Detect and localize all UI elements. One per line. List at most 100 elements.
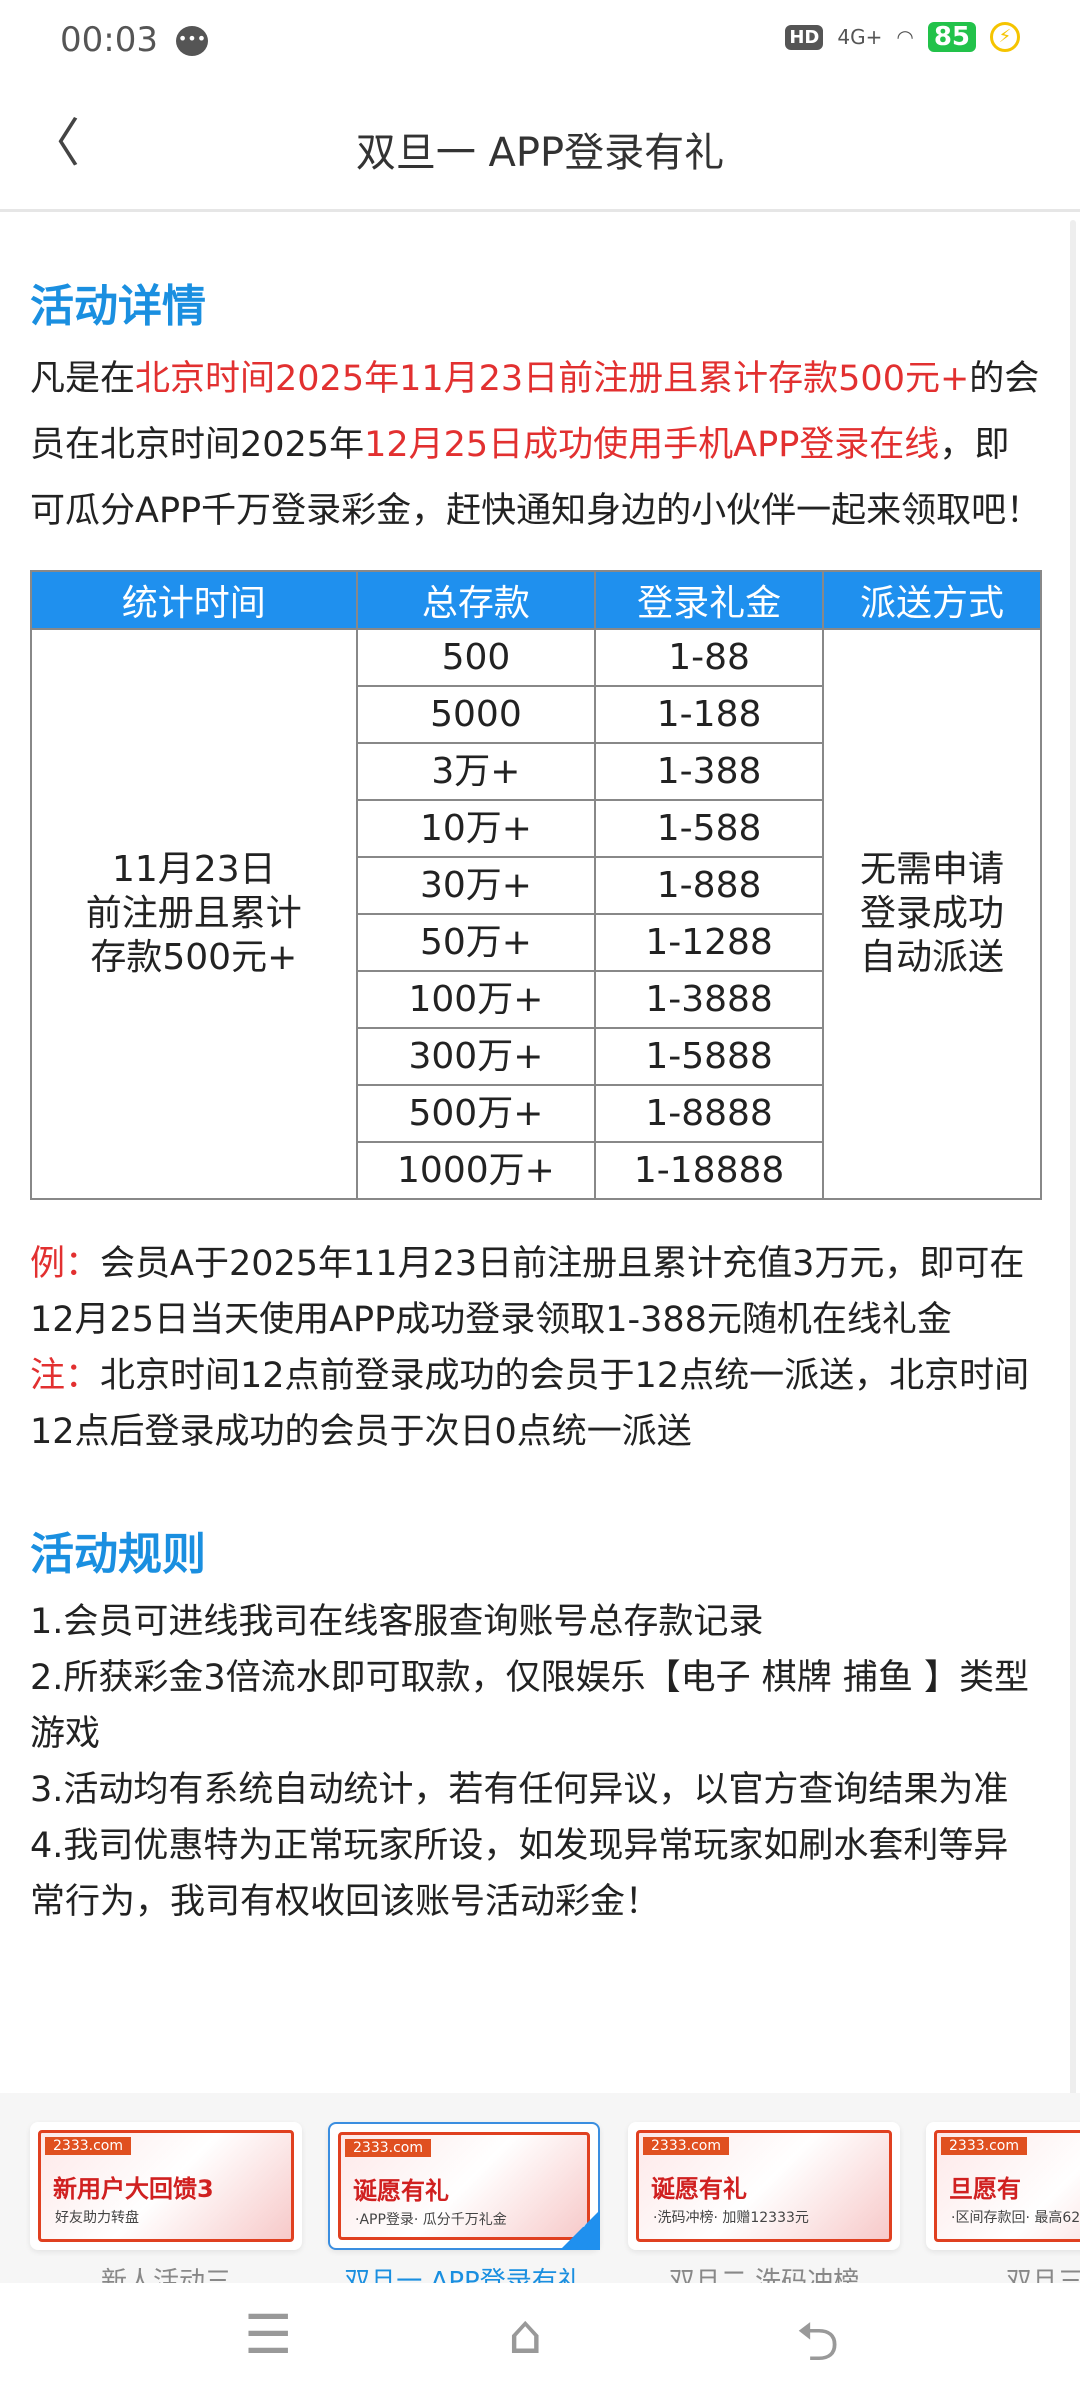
rule-item: 3.活动均有系统自动统计，若有任何异议，以官方查询结果为准 xyxy=(30,1770,1009,1810)
page-title: 双旦一 APP登录有礼 xyxy=(355,130,725,176)
banner-subtitle: ·APP登录· 瓜分千万礼金 xyxy=(355,2212,507,2228)
bonus-cell: 1-888 xyxy=(594,856,824,915)
back-icon[interactable]: 〈 xyxy=(28,114,81,174)
banner-subtitle: ·洗码冲榜· 加赠12333元 xyxy=(653,2210,809,2226)
table-row: 5000 1-188 xyxy=(31,685,1041,744)
bonus-table: 统计时间 总存款 登录礼金 派送方式 11月23日 前注册且累计 存款500元+ 50… xyxy=(30,570,1043,1200)
battery-icon: 85 xyxy=(927,22,976,52)
back-nav-icon[interactable]: ⮌ xyxy=(796,2310,840,2373)
activity-card[interactable]: 2333.com 旦愿有 ·区间存款回· 最高62333元 xyxy=(926,2122,1080,2250)
activity-card[interactable]: 2333.com 诞愿有礼 ·洗码冲榜· 加赠12333元 xyxy=(628,2122,900,2250)
content: 活动详情 凡是在北京时间2025年11月23日前注册且累计存款500元+的会员在… xyxy=(30,212,1043,1930)
activity-card-label[interactable]: 双旦三 区 xyxy=(1005,2267,1080,2283)
banner-brand: 2333.com xyxy=(45,2137,131,2155)
table-row: 3万+ 1-388 xyxy=(31,742,1041,801)
deposit-cell: 10万+ xyxy=(355,799,597,858)
activity-card-label[interactable]: 双旦一 APP登录有礼 xyxy=(344,2267,584,2283)
activity-banner: 2333.com 诞愿有礼 ·洗码冲榜· 加赠12333元 xyxy=(636,2130,892,2242)
bonus-cell: 1-588 xyxy=(594,799,824,858)
note-label: 注： xyxy=(30,1356,101,1396)
activity-card[interactable]: 2333.com 新用户大回馈3 好友助力转盘 xyxy=(30,2122,302,2250)
table-row: 30万+ 1-888 xyxy=(31,856,1041,915)
signal-icon: 4G+ xyxy=(837,25,883,49)
banner-brand: 2333.com xyxy=(941,2137,1027,2155)
rule-item: 1.会员可进线我司在线客服查询账号总存款记录 xyxy=(30,1602,764,1642)
details-heading: 活动详情 xyxy=(30,281,206,332)
example-note: 例：会员A于2025年11月23日前注册且累计充值3万元，即可在12月25日当天… xyxy=(30,1236,1042,1460)
rule-item: 4.我司优惠特为正常玩家所设，如发现异常玩家如刷水套利等异常行为，我司有权收回该… xyxy=(30,1826,1009,1922)
banner-title: 诞愿有礼 xyxy=(651,2175,747,2203)
banner-title: 旦愿有 xyxy=(949,2175,1021,2203)
bonus-cell: 1-188 xyxy=(594,685,824,744)
deposit-cell: 100万+ xyxy=(355,970,597,1029)
period-line: 存款500元+ xyxy=(90,937,298,978)
delivery-cell: 无需申请 登录成功 自动派送 xyxy=(821,628,1043,1200)
deposit-cell: 1000万+ xyxy=(355,1141,597,1200)
message-notification-icon: ••• xyxy=(176,26,208,56)
table-row: 1000万+ 1-18888 xyxy=(31,1141,1041,1200)
home-icon[interactable]: ⌂ xyxy=(508,2303,543,2366)
deposit-cell: 500万+ xyxy=(355,1084,597,1143)
period-line: 11月23日 xyxy=(111,849,276,890)
table-row: 300万+ 1-5888 xyxy=(31,1027,1041,1086)
deposit-cell: 50万+ xyxy=(355,913,597,972)
banner-brand: 2333.com xyxy=(345,2139,431,2157)
table-row: 50万+ 1-1288 xyxy=(31,913,1041,972)
table-row: 11月23日 前注册且累计 存款500元+ 500 1-88 无需申请 登录成功 自动派送 xyxy=(30,628,1043,1200)
activity-banner: 2333.com 旦愿有 ·区间存款回· 最高62333元 xyxy=(934,2130,1080,2242)
banner-title: 新用户大回馈3 xyxy=(53,2175,214,2203)
col-header: 总存款 xyxy=(355,570,597,630)
banner-subtitle: ·区间存款回· 最高62333元 xyxy=(951,2210,1080,2226)
bonus-cell: 1-388 xyxy=(594,742,824,801)
table-row: 10万+ 1-588 xyxy=(31,799,1041,858)
intro-part: 的会员在北京时间2025年 xyxy=(30,359,1040,465)
rules-heading: 活动规则 xyxy=(30,1529,206,1580)
intro-text: 凡是在北京时间2025年11月23日前注册且累计存款500元+的会员在北京时间2… xyxy=(30,346,1042,544)
menu-icon[interactable]: ☰ xyxy=(244,2303,293,2366)
table-row: 500万+ 1-8888 xyxy=(31,1084,1041,1143)
intro-part: ，即可瓜分APP千万登录彩金，赶快通知身边的小伙伴一起来领取吧！ xyxy=(30,425,1042,531)
scrollbar[interactable] xyxy=(1070,220,1076,2200)
activity-card-label[interactable]: 新人活动三 xyxy=(100,2267,231,2283)
bonus-cell: 1-5888 xyxy=(594,1027,824,1086)
hd-icon: HD xyxy=(785,24,824,50)
deposit-cell: 5000 xyxy=(355,685,597,744)
delivery-line: 登录成功 xyxy=(859,893,1004,934)
wifi-icon: ◠ xyxy=(896,25,914,49)
intro-part: 凡是在 xyxy=(30,359,136,399)
table-row: 100万+ 1-3888 xyxy=(31,970,1041,1029)
bonus-cell: 1-8888 xyxy=(594,1084,824,1143)
deposit-cell: 3万+ xyxy=(355,742,597,801)
bonus-cell: 1-88 xyxy=(594,628,824,687)
bonus-cell: 1-1288 xyxy=(594,913,824,972)
activity-banner: 2333.com 诞愿有礼 ·APP登录· 瓜分千万礼金 xyxy=(338,2132,590,2240)
charging-icon: ⚡ xyxy=(990,22,1020,52)
delivery-line: 无需申请 xyxy=(859,849,1004,890)
system-nav-bar: ☰ ⌂ ⮌ xyxy=(0,2283,1080,2408)
activity-carousel[interactable]: 2333.com 新用户大回馈3 好友助力转盘新人活动三 2333.com 诞愿有礼 ·A… xyxy=(0,2093,1080,2283)
period-line: 前注册且累计 xyxy=(85,893,302,934)
rule-item: 2.所获彩金3倍流水即可取款，仅限娱乐【电子 棋牌 捕鱼 】类型游戏 xyxy=(30,1658,1030,1754)
rules-list: 1.会员可进线我司在线客服查询账号总存款记录 2.所获彩金3倍流水即可取款，仅限… xyxy=(30,1594,1042,1930)
app-header: 〈 双旦一 APP登录有礼 xyxy=(0,80,1080,212)
activity-card-label[interactable]: 双旦二 洗码冲榜 xyxy=(668,2267,860,2283)
deposit-cell: 300万+ xyxy=(355,1027,597,1086)
deposit-cell: 500 xyxy=(355,628,597,687)
example-label: 例： xyxy=(30,1244,101,1284)
col-header: 统计时间 xyxy=(30,570,358,630)
col-header: 登录礼金 xyxy=(594,570,824,630)
bonus-cell: 1-3888 xyxy=(594,970,824,1029)
col-header: 派送方式 xyxy=(821,570,1043,630)
intro-highlight: 12月25日成功使用手机APP登录在线 xyxy=(364,425,940,465)
banner-subtitle: 好友助力转盘 xyxy=(55,2210,139,2226)
clock: 00:03 xyxy=(60,20,158,60)
bonus-cell: 1-18888 xyxy=(594,1141,824,1200)
deposit-cell: 30万+ xyxy=(355,856,597,915)
banner-title: 诞愿有礼 xyxy=(353,2177,449,2205)
status-bar: 00:03 ••• HD 4G+ ◠ 85 ⚡ xyxy=(0,0,1080,80)
example-text: 会员A于2025年11月23日前注册且累计充值3万元，即可在12月25日当天使用… xyxy=(30,1244,1025,1340)
period-cell: 11月23日 前注册且累计 存款500元+ xyxy=(30,628,358,1200)
intro-highlight: 北京时间2025年11月23日前注册且累计存款500元+ xyxy=(135,359,970,399)
banner-brand: 2333.com xyxy=(643,2137,729,2155)
